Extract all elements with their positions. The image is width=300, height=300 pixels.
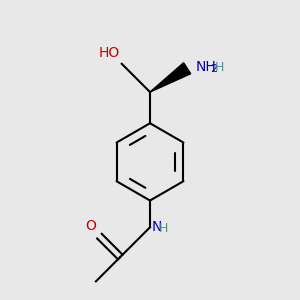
- Polygon shape: [150, 63, 191, 92]
- Text: H: H: [158, 222, 168, 235]
- Text: HO: HO: [98, 46, 119, 60]
- Text: NH: NH: [196, 60, 216, 74]
- Text: N: N: [151, 220, 162, 234]
- Text: H: H: [215, 61, 224, 74]
- Text: O: O: [85, 219, 97, 233]
- Text: 2: 2: [210, 64, 217, 74]
